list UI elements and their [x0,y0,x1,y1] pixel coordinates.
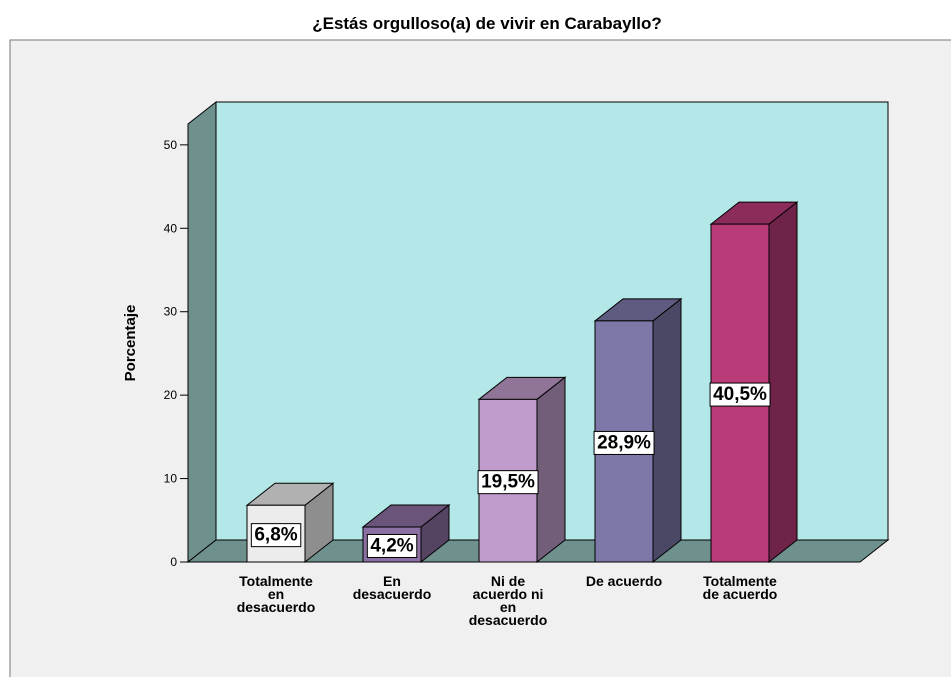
data-label-box [366,533,418,558]
data-label: 4,2% [370,535,413,556]
x-tick-label: Ni de acuerdo ni en desacuerdo [468,573,548,628]
bar [245,482,335,564]
data-label: 40,5% [713,384,767,405]
data-label-box [593,430,655,455]
bar-side [768,201,798,564]
y-axis-label: Porcentaje [122,305,139,382]
x-tick-label: Totalmente en desacuerdo [236,573,316,615]
data-label: 6,8% [254,525,297,546]
x-tick-label: En desacuerdo [352,573,432,602]
chart-title: ¿Estás orgulloso(a) de vivir en Carabayl… [312,14,662,33]
data-label: 19,5% [481,472,535,493]
left-wall [187,100,217,564]
bar [593,297,683,564]
bar-side [536,376,566,564]
data-label-box [250,523,302,548]
bar [709,201,799,564]
y-tick-label: 30 [164,305,178,319]
x-tick-label: De acuerdo [585,573,663,589]
bar-side [652,297,682,564]
y-tick-label: 0 [170,555,177,569]
y-tick-label: 10 [164,472,178,486]
y-tick-label: 20 [164,388,178,402]
y-tick-label: 40 [164,221,178,235]
data-label: 28,9% [597,432,651,453]
y-tick-label: 50 [164,138,178,152]
data-label-box [477,470,539,495]
bar [477,376,567,564]
data-label-box [709,382,771,407]
x-tick-label: Totalmente de acuerdo [702,573,778,602]
